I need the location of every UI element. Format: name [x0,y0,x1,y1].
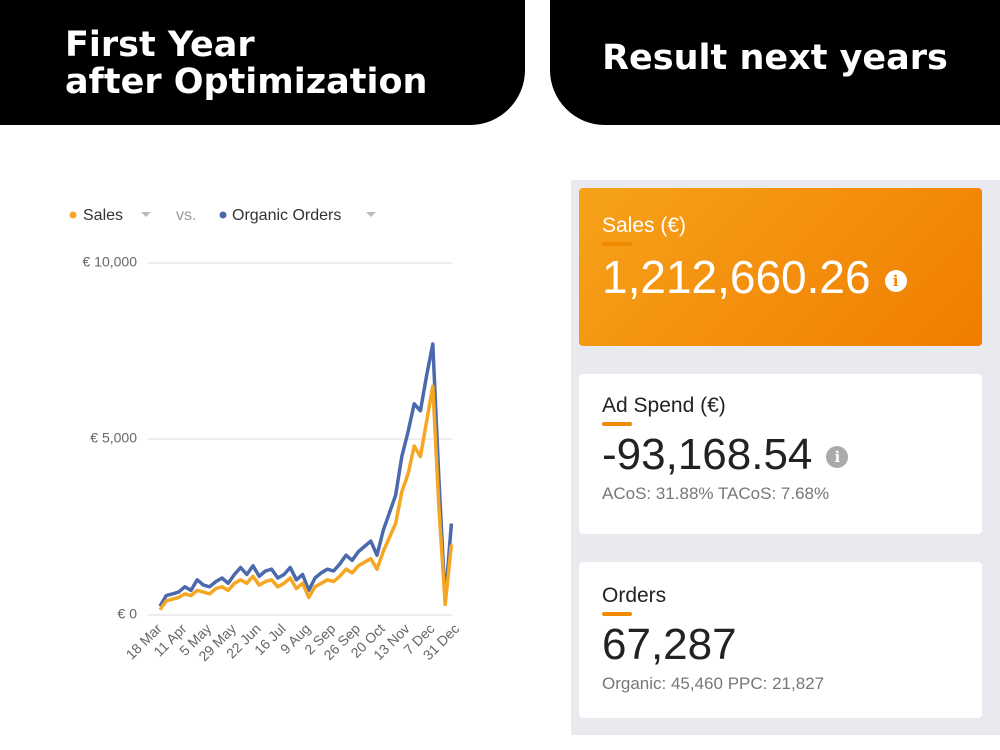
kpi-card: Sales (€) 1,212,660.26 i [579,188,982,346]
kpi-panel: Sales (€) 1,212,660.26 i Ad Spend (€) -93… [571,180,1000,735]
legend-dot [69,211,77,219]
card-title: Sales (€) [602,214,982,246]
chart: Sales vs. Organic Orders € 0 € 5,000 € 10,… [69,207,462,664]
card-value: 1,212,660.26 i [602,250,982,304]
card-sub: Organic: 45,460 PPC: 21,827 [602,674,825,693]
kpi-card: Orders 67,287 Organic: 45,460 PPC: 21,82… [579,562,982,718]
dropdown-caret[interactable] [366,212,376,217]
card-value: -93,168.54 i [602,430,982,480]
value-text: -93,168.54 [602,430,813,479]
kpi-card: Ad Spend (€) -93,168.54 i ACoS: 31.88% TA… [579,374,982,534]
card-value: 67,287 [602,620,737,669]
legend-separator: vs. [176,207,196,224]
header-line: after Optimization [65,62,428,102]
legend-label[interactable]: Organic Orders [232,207,341,224]
y-tick-label: € 10,000 [83,254,138,270]
legend-label[interactable]: Sales [83,207,123,224]
header-left: First Year after Optimization [0,0,525,125]
value-text: 1,212,660.26 [602,251,871,303]
series-line [158,384,454,611]
info-icon[interactable]: i [884,269,907,292]
dropdown-caret[interactable] [141,212,151,217]
header-line: First Year [65,25,255,65]
card-title: Ad Spend (€) [602,394,982,426]
series-line [158,342,454,608]
y-tick-label: € 0 [118,606,138,622]
info-icon[interactable]: i [826,446,849,469]
card-title: Orders [602,584,982,616]
legend-dot [219,211,227,219]
y-tick-label: € 5,000 [90,430,137,446]
card-sub: ACoS: 31.88% TACoS: 7.68% [602,484,830,503]
header-right: Result next years [550,0,1000,125]
